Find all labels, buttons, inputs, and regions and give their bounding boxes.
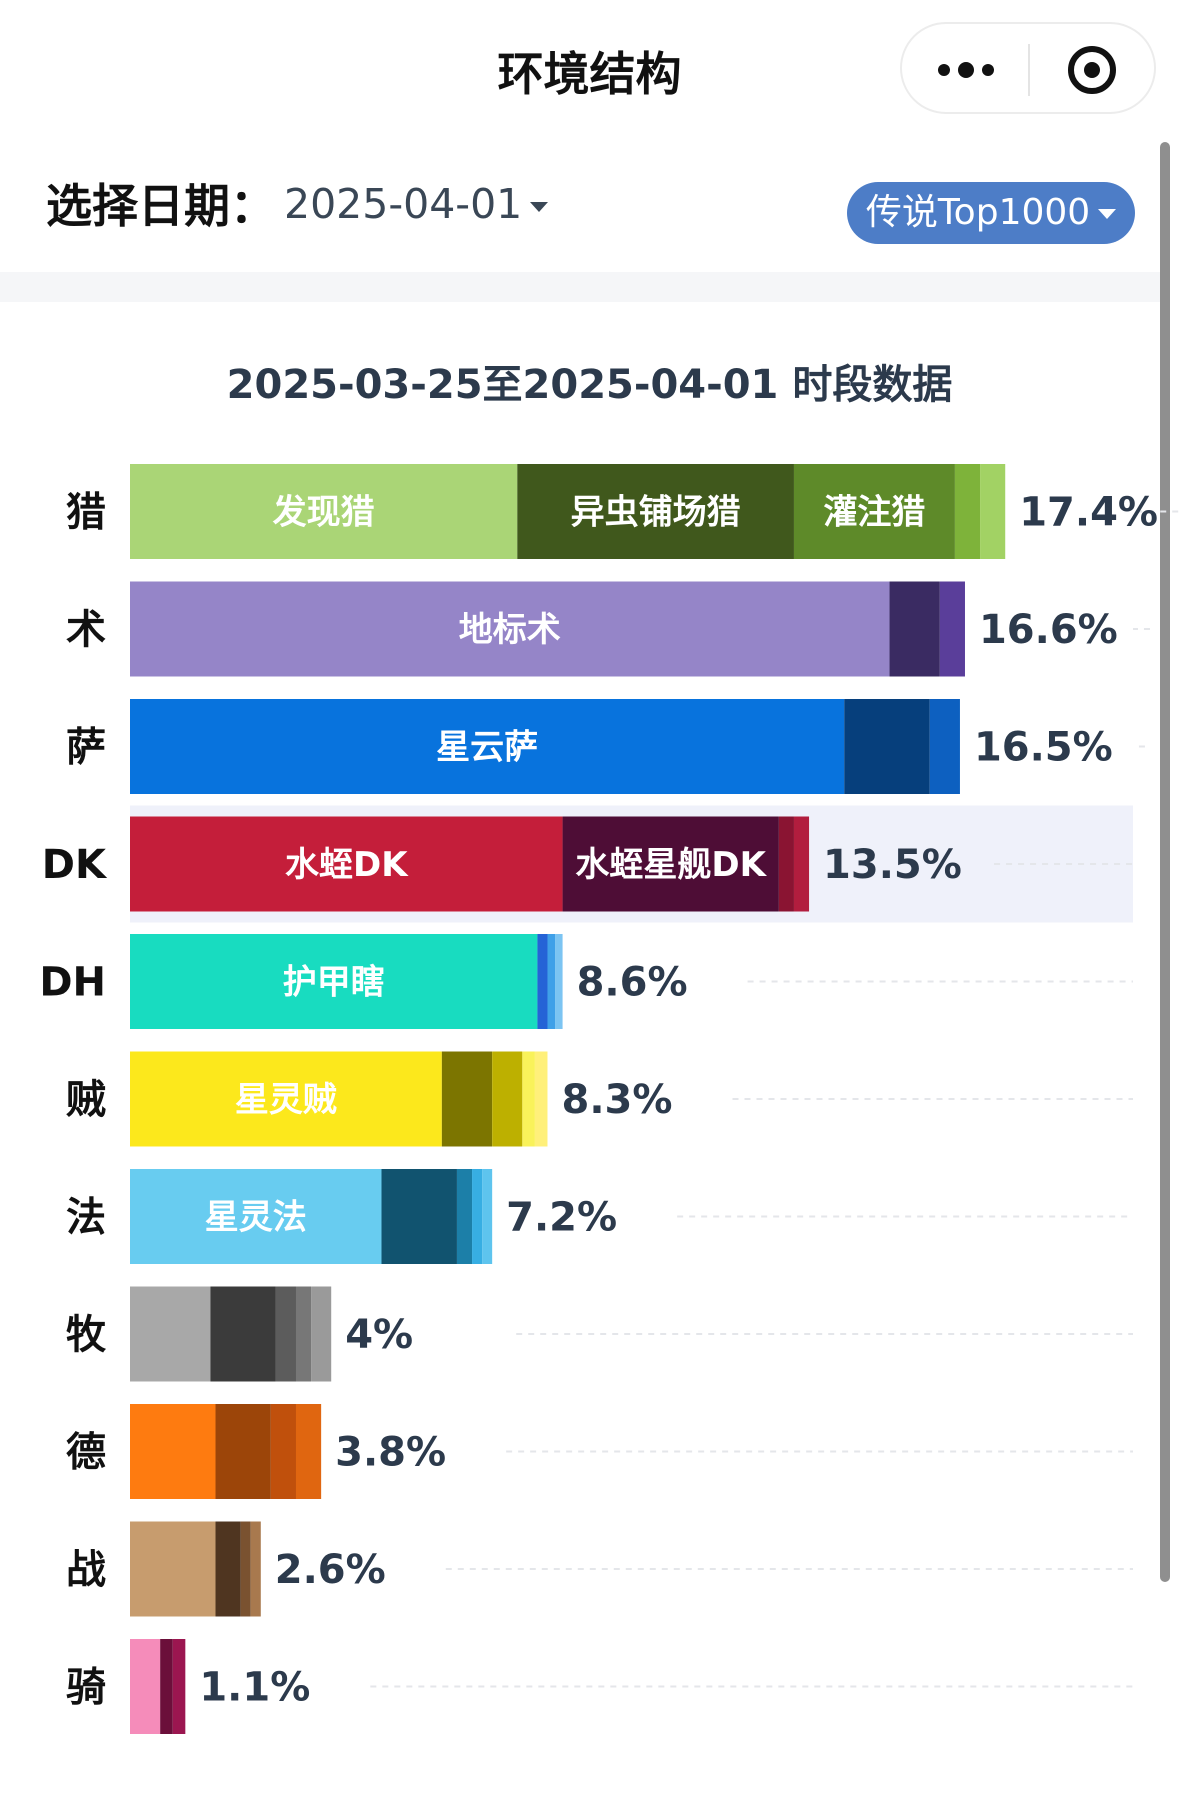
section-divider <box>0 272 1160 302</box>
category-label: 战 <box>66 1547 106 1593</box>
category-label: DK <box>42 842 108 888</box>
mini-program-capsule <box>900 22 1156 114</box>
value-label: 16.6% <box>979 607 1118 653</box>
bar-segment <box>555 934 563 1029</box>
bar-segment <box>210 1286 276 1382</box>
filter-row: 选择日期： 2025-04-01 传说Top1000 <box>0 150 1179 270</box>
bar-segment <box>929 699 960 794</box>
category-label: 牧 <box>66 1312 107 1358</box>
bar-segment <box>534 1051 548 1147</box>
category-label: 猎 <box>66 490 106 536</box>
bar-segment <box>130 1639 161 1734</box>
bar-segment <box>456 1169 473 1264</box>
target-close-icon[interactable] <box>1068 46 1116 94</box>
bar-segment <box>562 816 779 912</box>
stacked-bar-chart: 猎 发现猎 异虫铺场猎 灌注猎 17.4% 术 地标术 16.6% 萨 星云萨 16.5% DK 水蛭D… <box>39 464 1179 1734</box>
bar-segment <box>492 1051 523 1147</box>
segment-label: 灌注猎 <box>823 493 925 533</box>
bar-segment <box>295 1404 322 1499</box>
value-label: 7.2% <box>506 1195 617 1241</box>
segment-label: 水蛭DK <box>285 845 409 885</box>
bar-segment <box>939 581 965 677</box>
chart-title: 2025-03-25至2025-04-01 时段数据 <box>226 362 953 408</box>
bar-segment <box>980 464 1006 559</box>
bar-segment <box>311 1286 332 1382</box>
bar-segment <box>793 816 810 912</box>
bar-segment <box>295 1286 312 1382</box>
bar-segment <box>270 1404 296 1499</box>
capsule-divider <box>1028 44 1030 96</box>
page-title: 环境结构 <box>497 47 682 101</box>
bar-segment <box>215 1404 271 1499</box>
bar-segment <box>130 816 563 912</box>
bar-segment <box>130 1404 216 1499</box>
category-label: 贼 <box>66 1077 106 1123</box>
segment-label: 异虫铺场猎 <box>571 493 741 533</box>
bar-segment <box>793 464 955 559</box>
segment-label: 星灵法 <box>205 1198 307 1238</box>
bar-segment <box>250 1521 261 1617</box>
category-label: 法 <box>66 1195 106 1241</box>
caret-down-icon <box>530 202 549 212</box>
value-label: 2.6% <box>275 1547 386 1593</box>
bar-segment <box>844 699 930 794</box>
category-label: DH <box>39 960 106 1006</box>
nav-bar: 环境结构 <box>0 0 1179 140</box>
value-label: 3.8% <box>335 1430 446 1476</box>
bar-segment <box>130 1286 211 1382</box>
bar-segment <box>472 1169 483 1264</box>
category-label: 术 <box>66 607 106 653</box>
category-label: 萨 <box>66 725 106 771</box>
bar-segment <box>172 1639 186 1734</box>
bar-segment <box>240 1521 251 1617</box>
bar-segment <box>482 1169 493 1264</box>
segment-label: 星云萨 <box>436 728 538 768</box>
bar-segment <box>889 581 940 677</box>
caret-down-icon <box>1098 209 1117 219</box>
bar-segment <box>275 1286 296 1382</box>
more-dots-icon[interactable] <box>938 60 994 80</box>
category-label: 德 <box>66 1430 106 1476</box>
date-label: 选择日期： <box>46 179 276 233</box>
bar-segment <box>778 816 794 912</box>
bar-segment <box>215 1521 241 1617</box>
mode-label: 传说Top1000 <box>865 192 1091 233</box>
value-label: 16.5% <box>974 725 1113 771</box>
value-label: 4% <box>345 1312 413 1358</box>
bar-segment <box>130 699 845 794</box>
segment-label: 护甲瞎 <box>283 963 385 1003</box>
segment-label: 水蛭星舰DK <box>575 845 767 885</box>
bar-segment <box>160 1639 173 1734</box>
category-label: 骑 <box>66 1665 106 1711</box>
bar-segment <box>130 464 518 559</box>
mode-select-button[interactable]: 传说Top1000 <box>847 182 1135 244</box>
date-picker[interactable]: 2025-04-01 <box>284 180 549 228</box>
bar-segment <box>522 1051 535 1147</box>
value-label: 13.5% <box>823 842 962 888</box>
value-label: 17.4% <box>1019 490 1158 536</box>
segment-label: 发现猎 <box>273 493 375 533</box>
bar-segment <box>130 581 890 677</box>
date-value: 2025-04-01 <box>284 180 523 228</box>
value-label: 8.6% <box>577 960 688 1006</box>
bar-segment <box>537 934 548 1029</box>
bar-segment <box>547 934 556 1029</box>
bar-segment <box>954 464 981 559</box>
value-label: 1.1% <box>199 1665 310 1711</box>
segment-label: 星灵贼 <box>235 1080 337 1120</box>
value-label: 8.3% <box>561 1077 672 1123</box>
scrollbar[interactable] <box>1160 142 1170 1582</box>
bar-segment <box>381 1169 457 1264</box>
bar-segment <box>130 1521 216 1617</box>
bar-segment <box>441 1051 493 1147</box>
bar-segment <box>130 1051 442 1147</box>
bar-segment <box>130 1169 382 1264</box>
bar-segment <box>517 464 794 559</box>
bar-segment <box>130 934 538 1029</box>
segment-label: 地标术 <box>459 610 561 650</box>
